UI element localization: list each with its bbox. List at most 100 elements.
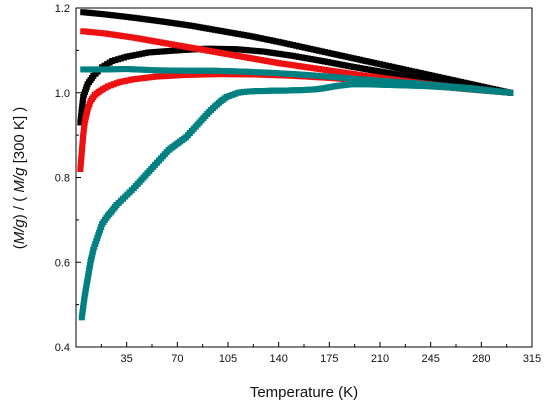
y-axis-title: (M/g) / ( M/g [300 K] ): [11, 107, 28, 250]
data-point: [217, 71, 224, 78]
y-axis-title-part: [300 K] ): [11, 107, 28, 168]
data-point: [78, 113, 85, 120]
data-point: [81, 296, 88, 303]
series-5: [78, 81, 514, 321]
x-axis-title: Temperature (K): [250, 384, 358, 401]
data-point: [92, 29, 99, 36]
data-point: [80, 305, 87, 312]
data-point: [142, 50, 149, 57]
x-tick-label: 70: [171, 353, 183, 365]
data-point: [123, 53, 130, 60]
data-point: [79, 311, 86, 318]
ticks-layer: 35 70 105 140 175 210 245 280 315 0.4 0.6 0.8 1.0 1.2: [55, 3, 541, 365]
data-point: [202, 71, 209, 78]
data-point: [223, 71, 230, 78]
y-tick-label: 1.0: [55, 88, 70, 100]
data-point: [83, 66, 90, 73]
data-point: [89, 66, 96, 73]
data-point: [78, 106, 85, 113]
data-point: [79, 97, 86, 104]
series-layer: [77, 9, 514, 321]
y-tick-label: 0.6: [55, 257, 70, 269]
data-point: [105, 66, 112, 73]
y-axis-title-part: M/g: [11, 219, 28, 245]
data-point: [86, 28, 93, 35]
data-point: [214, 71, 221, 78]
data-point: [205, 71, 212, 78]
data-point: [78, 314, 85, 321]
data-point: [98, 30, 105, 37]
data-point: [86, 9, 93, 16]
data-point: [120, 66, 127, 73]
data-point: [79, 308, 86, 315]
data-point: [193, 71, 200, 78]
data-point: [80, 28, 87, 35]
data-point: [77, 119, 84, 126]
x-tick-label: 315: [523, 353, 541, 365]
data-point: [101, 66, 108, 73]
data-point: [140, 75, 147, 82]
data-point: [89, 29, 96, 36]
data-point: [146, 74, 153, 81]
data-point: [83, 28, 90, 35]
data-point: [80, 66, 87, 73]
data-point: [92, 66, 99, 73]
data-point: [95, 10, 102, 17]
data-point: [98, 11, 105, 18]
data-point: [134, 75, 141, 82]
data-point: [507, 89, 514, 96]
data-point: [220, 71, 227, 78]
data-point: [83, 9, 90, 16]
data-point: [129, 52, 136, 59]
data-point: [117, 66, 124, 73]
data-point: [92, 10, 99, 17]
data-point: [187, 71, 194, 78]
data-point: [80, 125, 87, 132]
x-tick-label: 175: [320, 353, 338, 365]
data-point: [143, 74, 150, 81]
data-point: [77, 116, 84, 123]
data-point: [114, 66, 121, 73]
data-point: [86, 66, 93, 73]
data-point: [80, 132, 87, 139]
data-point: [80, 9, 87, 16]
data-point: [190, 71, 197, 78]
data-point: [126, 53, 133, 60]
data-point: [80, 302, 87, 309]
data-point: [139, 50, 146, 57]
data-point: [181, 71, 188, 78]
data-point: [79, 100, 86, 107]
y-axis-title-part: (: [11, 244, 28, 249]
x-tick-label: 280: [472, 353, 490, 365]
y-tick-label: 0.4: [55, 342, 70, 354]
data-point: [78, 109, 85, 116]
y-axis-title-part: M/g: [11, 167, 28, 193]
data-point: [136, 51, 143, 58]
data-point: [98, 66, 105, 73]
x-tick-label: 210: [371, 353, 389, 365]
series-0: [80, 9, 514, 96]
data-point: [80, 128, 87, 135]
data-point: [196, 71, 203, 78]
data-point: [95, 29, 102, 36]
y-tick-label: 1.2: [55, 3, 70, 15]
data-point: [149, 74, 156, 81]
data-point: [130, 76, 137, 83]
data-point: [199, 71, 206, 78]
x-tick-label: 140: [269, 353, 287, 365]
x-tick-label: 245: [421, 353, 439, 365]
data-point: [79, 103, 86, 110]
data-point: [111, 66, 118, 73]
y-axis-title-part: ) / (: [11, 193, 28, 220]
x-tick-label: 35: [121, 353, 133, 365]
data-point: [95, 66, 102, 73]
data-point: [211, 71, 218, 78]
data-point: [108, 66, 115, 73]
data-point: [184, 71, 191, 78]
data-point: [137, 75, 144, 82]
data-point: [208, 71, 215, 78]
x-tick-label: 105: [219, 353, 237, 365]
data-point: [132, 51, 139, 58]
data-point: [80, 299, 87, 306]
